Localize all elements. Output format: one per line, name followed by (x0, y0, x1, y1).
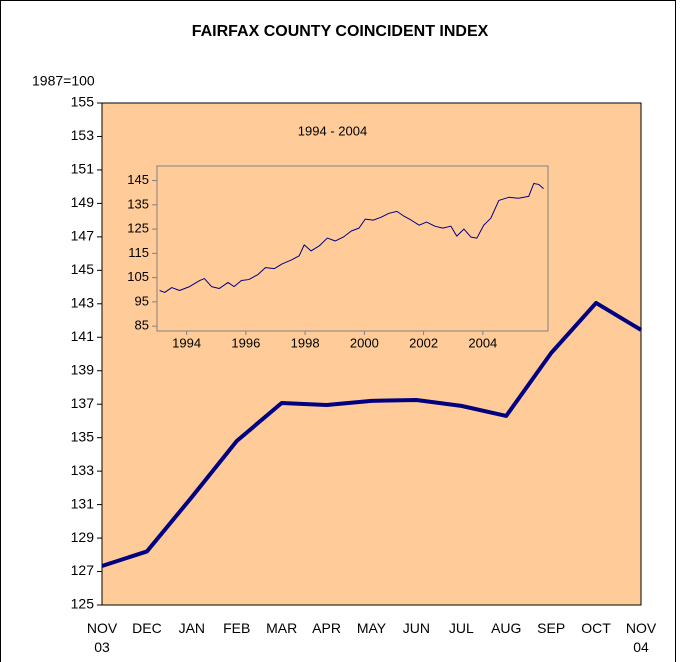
series-line (101, 300, 643, 568)
x-tick-label: JUN (402, 620, 431, 636)
y-tick-label: 105 (127, 269, 149, 284)
x-tick-label: 1998 (291, 335, 320, 350)
x-tick-label: 1996 (231, 335, 260, 350)
y-tick-label: 147 (71, 228, 95, 244)
x-tick-label: JAN (178, 620, 206, 636)
y-tick-label: 155 (71, 94, 95, 110)
series-line (159, 182, 544, 293)
y-axis-label: 1987=100 (32, 73, 95, 89)
x-tick-label: AUG (491, 620, 522, 636)
y-tick-label: 125 (127, 221, 149, 236)
x-tick-label: 2002 (409, 335, 438, 350)
y-tick-label: 133 (71, 462, 95, 478)
x-tick-label: OCT (581, 620, 611, 636)
x-tick-label: APR (312, 620, 341, 636)
y-tick-label: 125 (71, 596, 95, 612)
x-tick-label: 1994 (172, 335, 201, 350)
y-tick-label: 145 (127, 172, 149, 187)
y-tick-label: 139 (71, 361, 95, 377)
y-tick-label: 115 (128, 245, 149, 260)
x-tick-label: FEB (223, 620, 251, 636)
y-tick-label: 149 (71, 194, 95, 210)
y-tick-label: 95 (135, 293, 149, 308)
x-tick-label: NOV 04 (625, 620, 657, 655)
y-tick-label: 131 (71, 495, 95, 511)
x-tick-label: NOV 03 (86, 620, 118, 655)
chart-title: FAIRFAX COUNTY COINCIDENT INDEX (192, 23, 489, 40)
y-tick-label: 153 (71, 127, 95, 143)
x-tick-label: 2004 (468, 335, 497, 350)
y-tick-label: 137 (71, 395, 95, 411)
y-tick-label: 85 (135, 318, 149, 333)
y-tick-label: 141 (71, 328, 95, 344)
inset-title: 1994 - 2004 (298, 123, 367, 138)
plot-area (156, 165, 549, 332)
x-tick-label: 2000 (350, 335, 379, 350)
y-tick-label: 129 (71, 529, 95, 545)
y-tick-label: 135 (127, 196, 149, 211)
x-tick-label: SEP (537, 620, 566, 636)
x-tick-label: MAY (356, 620, 387, 636)
x-tick-label: DEC (132, 620, 162, 636)
x-tick-label: MAR (266, 620, 298, 636)
y-tick-label: 145 (71, 261, 95, 277)
y-tick-label: 127 (71, 562, 95, 578)
y-tick-label: 135 (71, 428, 95, 444)
x-tick-label: JUL (448, 620, 474, 636)
y-tick-label: 143 (71, 295, 95, 311)
y-tick-label: 151 (71, 161, 95, 177)
